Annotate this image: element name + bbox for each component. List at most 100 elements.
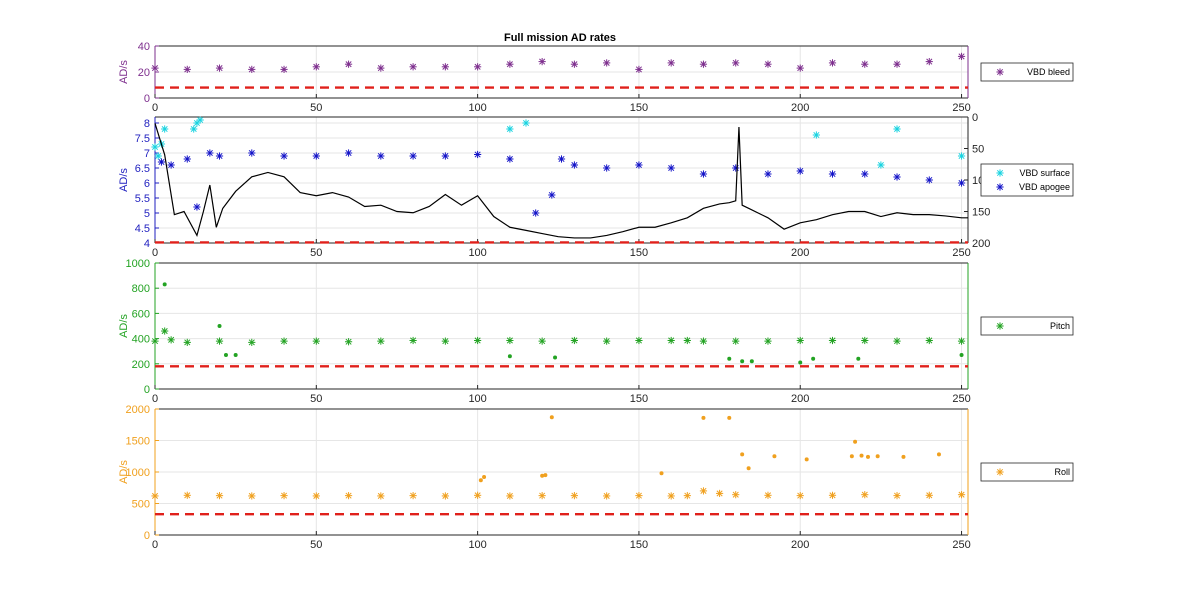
asterisk-stroke: [732, 491, 739, 498]
asterisk-stroke: [410, 63, 417, 70]
asterisk-stroke: [635, 66, 642, 73]
data-point-vbd-bleed: [409, 63, 417, 71]
x-tick-label: 250: [952, 102, 970, 114]
data-point-series-2: [740, 359, 745, 364]
data-point-roll: [667, 492, 675, 500]
asterisk-stroke: [635, 337, 642, 344]
asterisk-stroke: [764, 492, 772, 499]
asterisk-stroke: [877, 161, 884, 169]
chart-panel-1: 0 50 100 150 200 250 0 20 40 AD/s VBD bleed: [118, 41, 1074, 114]
data-point-series-2: [701, 415, 706, 420]
asterisk-stroke: [216, 65, 223, 72]
data-point-roll: [215, 492, 224, 500]
data-point-vbd-apogee: [548, 191, 556, 199]
data-point-roll: [699, 487, 708, 495]
asterisk-stroke: [442, 152, 449, 160]
data-point-pitch: [215, 337, 224, 345]
asterisk-stroke: [168, 161, 175, 169]
asterisk-stroke: [813, 131, 820, 139]
data-point-roll: [828, 491, 837, 499]
y2-tick-label: 50: [972, 144, 984, 156]
data-point-vbd-bleed: [570, 60, 579, 68]
asterisk-stroke: [216, 338, 223, 345]
data-point-roll: [635, 492, 643, 500]
data-point-roll: [441, 492, 449, 500]
asterisk-stroke: [280, 66, 288, 73]
x-tick-label: 50: [310, 102, 322, 114]
asterisk-stroke: [442, 492, 449, 499]
data-point-pitch: [732, 337, 740, 345]
asterisk-stroke: [764, 170, 772, 178]
data-point-series-2: [798, 360, 803, 365]
legend-box: [980, 62, 1074, 82]
data-point-vbd-apogee: [732, 164, 740, 172]
asterisk-stroke: [158, 158, 165, 166]
data-point-roll: [796, 492, 804, 500]
x-tick-label: 200: [791, 247, 809, 259]
y-tick-label: 500: [132, 499, 150, 511]
data-point-series-2: [727, 415, 732, 420]
data-point-vbd-surface: [812, 131, 820, 139]
asterisk-stroke: [248, 339, 255, 346]
data-point-series-2: [543, 473, 548, 478]
data-point-series-2: [482, 475, 487, 480]
x-tick-label: 0: [152, 393, 158, 405]
data-point-pitch: [796, 336, 804, 345]
data-point-roll: [861, 491, 869, 499]
y-tick-label: 2000: [126, 404, 150, 416]
data-point-roll: [570, 492, 579, 500]
asterisk-stroke: [280, 338, 288, 345]
data-point-vbd-surface: [154, 152, 162, 160]
asterisk-stroke: [958, 179, 965, 187]
data-point-series-2: [865, 454, 870, 459]
asterisk-stroke: [829, 492, 836, 499]
data-point-vbd-apogee: [409, 152, 417, 160]
x-tick-label: 150: [630, 247, 648, 259]
data-point-vbd-apogee: [699, 170, 708, 178]
asterisk-stroke: [313, 492, 320, 499]
y-tick-label: 1000: [126, 258, 150, 270]
y-axis-label: AD/s: [118, 460, 130, 484]
legend-label: VBD bleed: [1027, 67, 1070, 77]
asterisk-stroke: [958, 491, 965, 498]
y-tick-label: 8: [144, 118, 150, 130]
data-point-vbd-apogee: [925, 176, 933, 184]
data-point-vbd-surface: [957, 152, 966, 160]
data-point-pitch: [603, 337, 611, 345]
data-point-vbd-bleed: [957, 52, 966, 60]
legend-marker: [996, 68, 1004, 76]
asterisk-stroke: [996, 322, 1004, 330]
x-tick-label: 100: [468, 247, 486, 259]
asterisk-stroke: [732, 59, 739, 66]
data-point-vbd-apogee: [893, 173, 901, 181]
y-tick-label: 4.5: [135, 223, 150, 235]
data-point-series-2: [746, 466, 751, 471]
data-point-vbd-surface: [151, 143, 159, 151]
data-point-vbd-bleed: [215, 64, 224, 72]
y-tick-label: 20: [138, 67, 150, 79]
data-point-vbd-apogee: [796, 167, 804, 175]
asterisk-stroke: [603, 59, 610, 66]
legend-box: [980, 163, 1074, 197]
y-tick-label: 40: [138, 41, 150, 53]
asterisk-stroke: [345, 492, 352, 499]
x-tick-label: 50: [310, 393, 322, 405]
data-point-vbd-surface: [506, 125, 514, 133]
data-point-vbd-bleed: [183, 65, 191, 73]
data-point-vbd-surface: [196, 116, 204, 124]
chart-panel-4: 0 50 100 150 200 250 0 500 1000 1500 2000 AD/s Roll: [118, 404, 1074, 551]
data-point-pitch: [506, 336, 514, 345]
data-point-series-2: [659, 471, 664, 476]
data-point-vbd-bleed: [732, 59, 740, 67]
data-point-roll: [409, 492, 417, 500]
data-point-vbd-bleed: [861, 60, 869, 68]
x-tick-label: 200: [791, 393, 809, 405]
asterisk-stroke: [700, 487, 707, 494]
legend-box: [980, 462, 1074, 482]
asterisk-stroke: [829, 59, 836, 66]
legend-label: VBD apogee: [1019, 182, 1070, 192]
asterisk-stroke: [893, 492, 901, 499]
data-point-pitch: [828, 336, 837, 345]
asterisk-stroke: [190, 125, 197, 133]
data-point-roll: [344, 492, 353, 500]
